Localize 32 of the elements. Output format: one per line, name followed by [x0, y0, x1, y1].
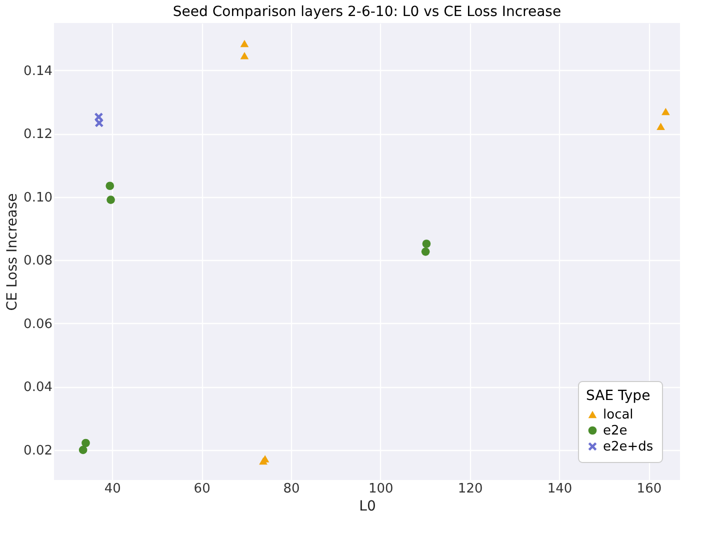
chart-title: Seed Comparison layers 2-6-10: L0 vs CE Loss Increase: [172, 4, 562, 20]
x-tick-label: 100: [368, 482, 394, 496]
point: [94, 118, 104, 128]
point: [106, 182, 114, 190]
x-tick-label: 120: [458, 482, 483, 496]
y-tick-label: 0.08: [24, 254, 52, 269]
legend-label: local: [603, 408, 634, 422]
x-tick-label: 80: [283, 482, 300, 496]
y-tick-label: 0.06: [24, 316, 52, 332]
x-tick-label: 140: [547, 482, 572, 496]
x-tick-label: 40: [104, 482, 121, 496]
point: [421, 247, 430, 256]
point: [240, 40, 249, 48]
legend-title: SAE Type: [586, 388, 650, 404]
x-tick-label: 60: [194, 482, 210, 496]
legend-label: e2e: [603, 424, 628, 438]
point: [78, 446, 88, 454]
y-tick-label: 0.04: [24, 380, 52, 396]
y-tick-label: 0.10: [24, 190, 52, 206]
point: [82, 438, 90, 448]
point: [656, 122, 665, 130]
y-axis-title: CE Loss Increase: [4, 193, 21, 311]
point: [662, 108, 670, 116]
x-axis-title: L0: [359, 498, 376, 514]
point: [422, 240, 431, 248]
y-tick-label: 0.14: [24, 64, 52, 79]
y-tick-label: 0.02: [24, 443, 52, 458]
legend-label: e2e+ds: [603, 440, 654, 454]
point: [106, 196, 115, 204]
point: [240, 52, 249, 60]
y-tick-label: 0.12: [24, 127, 52, 142]
x-tick-label: 160: [636, 482, 662, 496]
